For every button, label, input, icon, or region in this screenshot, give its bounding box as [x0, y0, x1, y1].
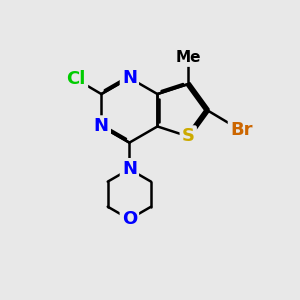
Text: N: N	[94, 117, 109, 135]
Text: N: N	[122, 69, 137, 87]
Text: N: N	[122, 160, 137, 178]
Text: Cl: Cl	[67, 70, 86, 88]
Text: Br: Br	[230, 122, 252, 140]
Text: Me: Me	[176, 50, 201, 65]
Text: S: S	[182, 128, 195, 146]
Text: O: O	[122, 210, 137, 228]
